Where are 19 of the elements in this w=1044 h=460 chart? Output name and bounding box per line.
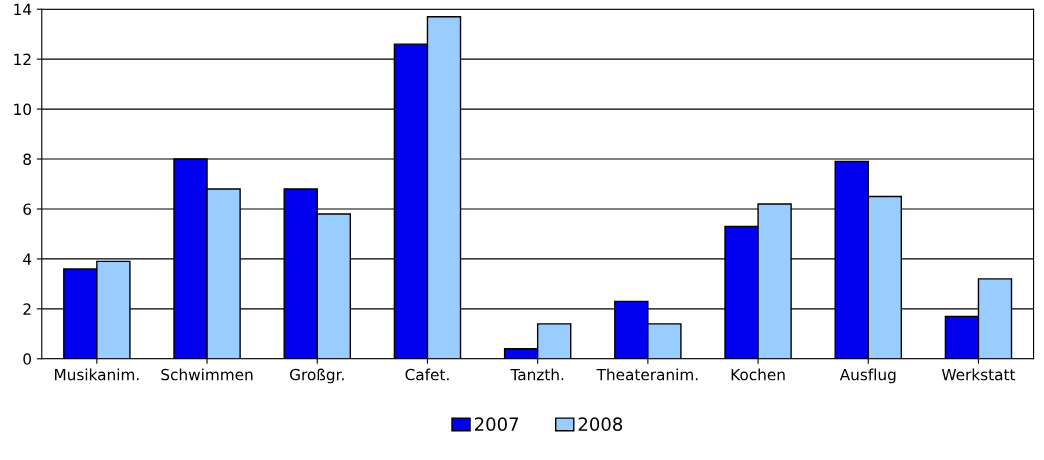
y-tick-label: 14: [14, 3, 32, 15]
y-tick-label: 8: [23, 153, 31, 166]
y-tick-label: 6: [23, 203, 32, 215]
legend-label: 2007: [474, 417, 519, 431]
x-tick-label: Ausflug: [839, 368, 896, 384]
x-tick-label: Musikanim.: [55, 368, 139, 381]
x-tick-label: Cafet.: [405, 368, 449, 381]
x-tick-label: Tanzth.: [510, 368, 564, 381]
y-tick-label: 12: [14, 53, 31, 65]
x-tick-label: Werkstatt: [941, 368, 1016, 381]
x-tick-label: Kochen: [731, 368, 785, 381]
x-tick-label: Theateranim.: [596, 368, 698, 381]
y-tick-label: 10: [14, 103, 32, 116]
x-tick-label: Schwimmen: [161, 368, 253, 381]
y-tick-label: 2: [23, 303, 31, 315]
legend-label: 2008: [578, 417, 623, 431]
x-tick-label: Großgr.: [290, 368, 344, 384]
y-tick-label: 0: [23, 353, 32, 365]
y-tick-label: 4: [23, 253, 32, 265]
